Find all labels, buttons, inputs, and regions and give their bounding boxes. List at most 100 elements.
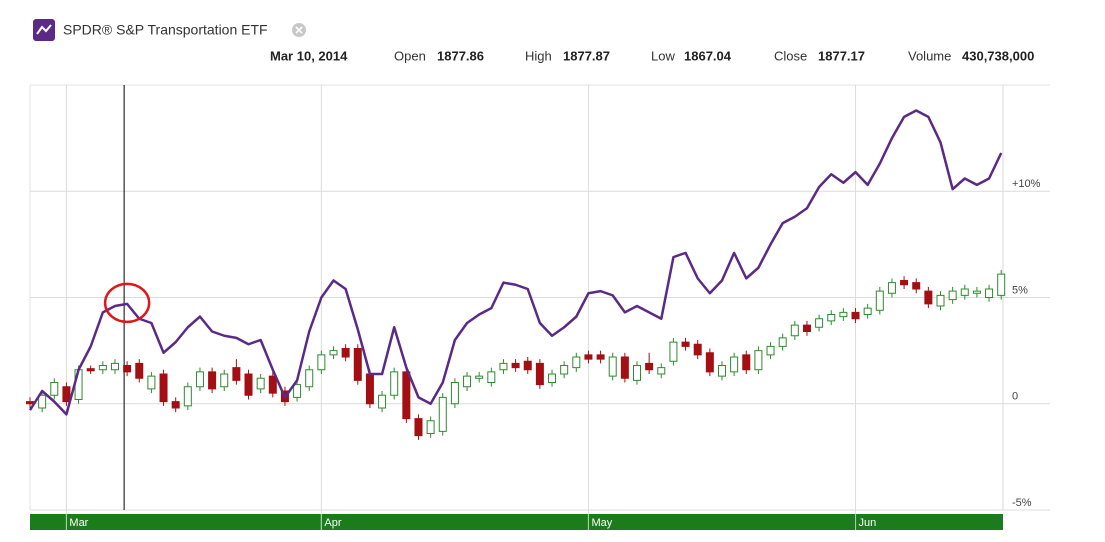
candle-body xyxy=(244,373,253,396)
candle-body xyxy=(341,348,350,358)
x-tick-label: May xyxy=(591,517,612,529)
candle-body xyxy=(195,371,204,388)
candle-body xyxy=(426,420,435,434)
y-tick-label: +10% xyxy=(1012,178,1041,190)
x-tick-label: Mar xyxy=(69,517,88,529)
candle-body xyxy=(693,343,702,356)
candle-body xyxy=(620,356,629,379)
candle-body xyxy=(98,365,107,371)
candle-body xyxy=(86,368,95,372)
candle-body xyxy=(123,365,132,373)
candle-body xyxy=(353,348,362,381)
candle-body xyxy=(608,356,617,377)
candle-body xyxy=(523,360,532,371)
candle-body xyxy=(572,356,581,369)
candle-body xyxy=(293,384,302,398)
candle-body xyxy=(863,307,872,315)
candle-body xyxy=(985,288,994,298)
candle-body xyxy=(717,365,726,377)
candle-body xyxy=(402,371,411,420)
candle-body xyxy=(463,375,472,388)
candle-body xyxy=(900,280,909,286)
candle-body xyxy=(390,371,399,396)
candle-body xyxy=(62,386,71,403)
candle-body xyxy=(875,290,884,311)
candle-body xyxy=(535,362,544,386)
chart-title: SPDR® S&P Transportation ETF xyxy=(63,22,268,38)
candle-body xyxy=(912,282,921,290)
candle-body xyxy=(438,396,447,432)
hover-value: 1877.86 xyxy=(437,48,484,63)
candle-body xyxy=(475,375,484,379)
candle-body xyxy=(208,371,217,390)
candle-body xyxy=(378,394,387,409)
candle-body xyxy=(499,362,508,371)
candle-body xyxy=(802,324,811,332)
candle-body xyxy=(705,352,714,373)
candle-body xyxy=(815,318,824,328)
candle-body xyxy=(26,401,34,405)
hover-label: Volume xyxy=(908,48,951,63)
candle-body xyxy=(948,290,957,301)
candle-body xyxy=(584,354,593,360)
candle-body xyxy=(997,273,1006,296)
candle-body xyxy=(778,337,787,347)
candle-body xyxy=(147,375,156,390)
candle-body xyxy=(924,290,933,305)
comparison-line xyxy=(28,109,1003,416)
highlight-circle xyxy=(103,282,151,324)
y-tick-label: 0 xyxy=(1012,391,1018,403)
candle-body xyxy=(159,373,168,403)
hover-value: 430,738,000 xyxy=(962,48,1034,63)
candle-body xyxy=(135,362,144,379)
hover-label: Close xyxy=(774,48,807,63)
candle-body xyxy=(329,350,338,356)
candle-body xyxy=(317,354,326,371)
candle-body xyxy=(220,373,229,388)
x-tick-label: Jun xyxy=(859,517,877,529)
chart-icon-line xyxy=(36,24,52,35)
hover-label: High xyxy=(525,48,552,63)
candle-body xyxy=(754,350,763,371)
hover-value: 1867.04 xyxy=(684,48,732,63)
candle-body xyxy=(790,324,799,337)
candle-body xyxy=(742,354,751,371)
candle-body xyxy=(414,418,423,437)
candle-body xyxy=(548,373,557,383)
candle-body xyxy=(256,377,265,390)
y-tick-label: 5% xyxy=(1012,284,1028,296)
hover-date: Mar 10, 2014 xyxy=(270,48,348,63)
candle-body xyxy=(936,294,945,307)
candle-body xyxy=(681,341,690,347)
candle-body xyxy=(183,386,192,407)
hover-value: 1877.17 xyxy=(818,48,865,63)
candle-body xyxy=(657,367,666,375)
candle-body xyxy=(511,362,520,369)
candle-body xyxy=(645,362,654,371)
candle-body xyxy=(50,382,59,396)
candle-body xyxy=(596,354,605,360)
candle-body xyxy=(171,401,180,409)
month-bar xyxy=(30,514,1003,530)
hover-label: Low xyxy=(651,48,675,63)
candle-body xyxy=(633,365,641,381)
candle-body xyxy=(669,341,678,362)
candle-body xyxy=(110,362,119,371)
candle-body xyxy=(365,373,374,405)
close-icon xyxy=(295,26,303,34)
candle-body xyxy=(887,282,896,294)
candle-body xyxy=(305,369,314,388)
hover-label: Open xyxy=(394,48,426,63)
candle-body xyxy=(268,375,277,394)
x-tick-label: Apr xyxy=(324,517,341,529)
candle-body xyxy=(232,367,241,381)
candle-body xyxy=(487,371,496,383)
candle-body xyxy=(839,311,848,318)
candle-body xyxy=(960,288,969,296)
candle-body xyxy=(560,365,569,375)
candle-body xyxy=(450,382,459,405)
candle-body xyxy=(972,290,981,294)
candle-body xyxy=(730,356,739,373)
candle-body xyxy=(851,311,860,320)
